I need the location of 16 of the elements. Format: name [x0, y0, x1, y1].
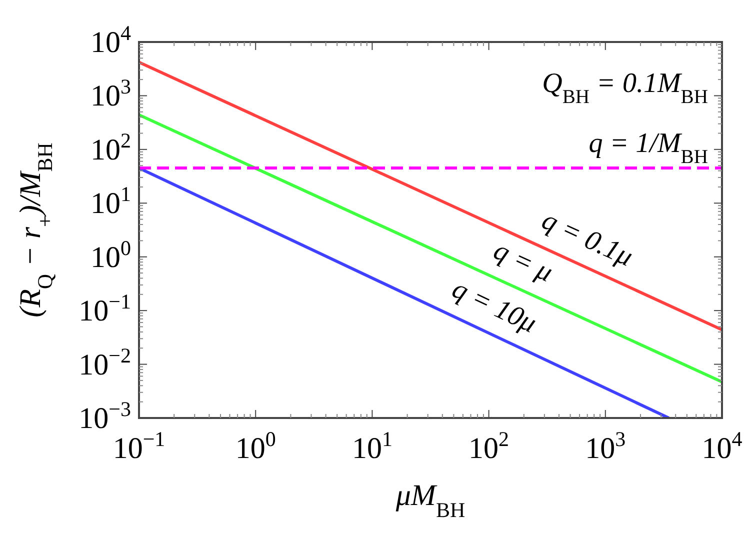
x-tick-label: 10$^{3}$: [585, 427, 626, 465]
y-tick-label: 10$^{1}$: [90, 182, 131, 220]
y-tick-label: 10$^{4}$: [90, 21, 132, 59]
x-tick-label: 10$^{2}$: [468, 427, 510, 465]
y-tick-label: 10$^{3}$: [90, 74, 131, 113]
x-axis-title: μM$_{BH}$: [394, 479, 466, 522]
x-tick-label: 10$^{1}$: [352, 427, 392, 465]
y-tick-label: 10$^{2}$: [90, 128, 131, 166]
x-tick-label: 10$^{4}$: [702, 427, 743, 465]
y-tick-label: 10$^{−1}$: [78, 290, 131, 328]
y-tick-label: 10$^{−2}$: [78, 343, 131, 382]
y-tick-label: 10$^{−3}$: [78, 397, 131, 435]
annotation: Q$_{BH}$ = 0.1M$_{BH}$: [542, 68, 708, 108]
y-tick-label: 10$^{0}$: [90, 236, 131, 274]
x-tick-label: 10$^{0}$: [235, 427, 276, 465]
series-label: q = 1/M$_{BH}$: [588, 128, 708, 168]
